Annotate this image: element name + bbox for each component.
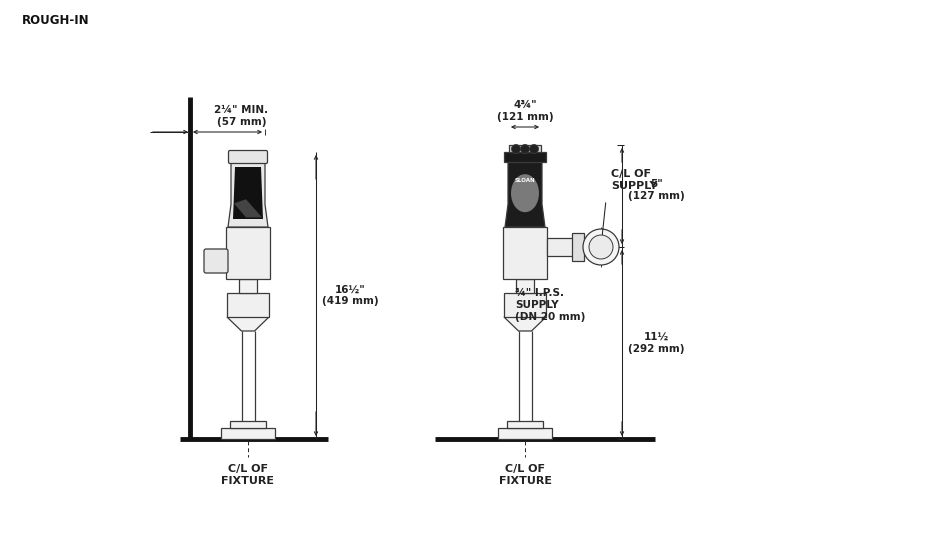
Text: C/L OF
FIXTURE: C/L OF FIXTURE	[221, 464, 275, 486]
FancyBboxPatch shape	[221, 428, 275, 439]
FancyBboxPatch shape	[504, 293, 546, 317]
Text: ¾" I.P.S.
SUPPLY
(DN 20 mm): ¾" I.P.S. SUPPLY (DN 20 mm)	[515, 288, 586, 322]
Text: 16½"
(419 mm): 16½" (419 mm)	[322, 285, 378, 306]
FancyBboxPatch shape	[227, 293, 269, 317]
Polygon shape	[228, 162, 268, 227]
Circle shape	[589, 235, 613, 259]
Text: 2¼" MIN.
(57 mm): 2¼" MIN. (57 mm)	[215, 106, 268, 127]
FancyBboxPatch shape	[547, 238, 573, 256]
Polygon shape	[504, 317, 546, 331]
Circle shape	[512, 144, 521, 154]
FancyBboxPatch shape	[509, 145, 541, 152]
Circle shape	[529, 144, 538, 154]
Text: C/L OF
SUPPLY: C/L OF SUPPLY	[611, 169, 658, 191]
FancyBboxPatch shape	[572, 233, 584, 261]
Text: C/L OF
FIXTURE: C/L OF FIXTURE	[499, 464, 551, 486]
Polygon shape	[233, 167, 263, 219]
Polygon shape	[227, 317, 269, 331]
Polygon shape	[234, 199, 262, 217]
FancyBboxPatch shape	[239, 279, 257, 293]
FancyBboxPatch shape	[226, 227, 270, 279]
Text: ROUGH-IN: ROUGH-IN	[22, 14, 90, 27]
Ellipse shape	[511, 174, 539, 212]
FancyBboxPatch shape	[204, 249, 228, 273]
Text: 5"
(127 mm): 5" (127 mm)	[628, 179, 684, 201]
FancyBboxPatch shape	[498, 428, 552, 439]
FancyBboxPatch shape	[516, 279, 534, 293]
Text: 11½
(292 mm): 11½ (292 mm)	[628, 332, 684, 354]
Text: SLOAN: SLOAN	[514, 178, 536, 183]
FancyBboxPatch shape	[230, 421, 266, 428]
FancyBboxPatch shape	[503, 227, 547, 279]
Circle shape	[583, 229, 619, 265]
FancyBboxPatch shape	[228, 150, 267, 163]
Text: 4¾"
(121 mm): 4¾" (121 mm)	[497, 100, 553, 122]
Circle shape	[521, 144, 529, 154]
Polygon shape	[505, 162, 545, 227]
FancyBboxPatch shape	[504, 152, 546, 162]
FancyBboxPatch shape	[507, 421, 543, 428]
